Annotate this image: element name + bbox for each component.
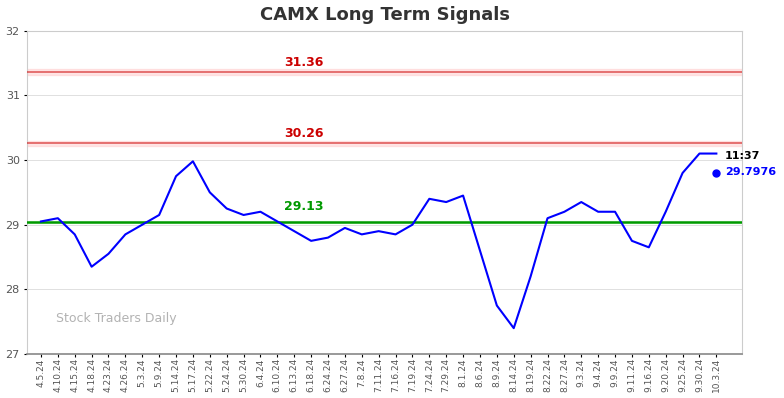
Text: 11:37: 11:37 [724,151,760,161]
Title: CAMX Long Term Signals: CAMX Long Term Signals [260,6,510,23]
Text: 29.7976: 29.7976 [724,167,776,177]
Text: 31.36: 31.36 [285,56,324,68]
Bar [27,140,742,146]
Bar [27,221,742,223]
Bar [27,70,742,75]
Text: 30.26: 30.26 [285,127,324,140]
Text: 29.13: 29.13 [285,200,324,213]
Text: Stock Traders Daily: Stock Traders Daily [56,312,176,325]
